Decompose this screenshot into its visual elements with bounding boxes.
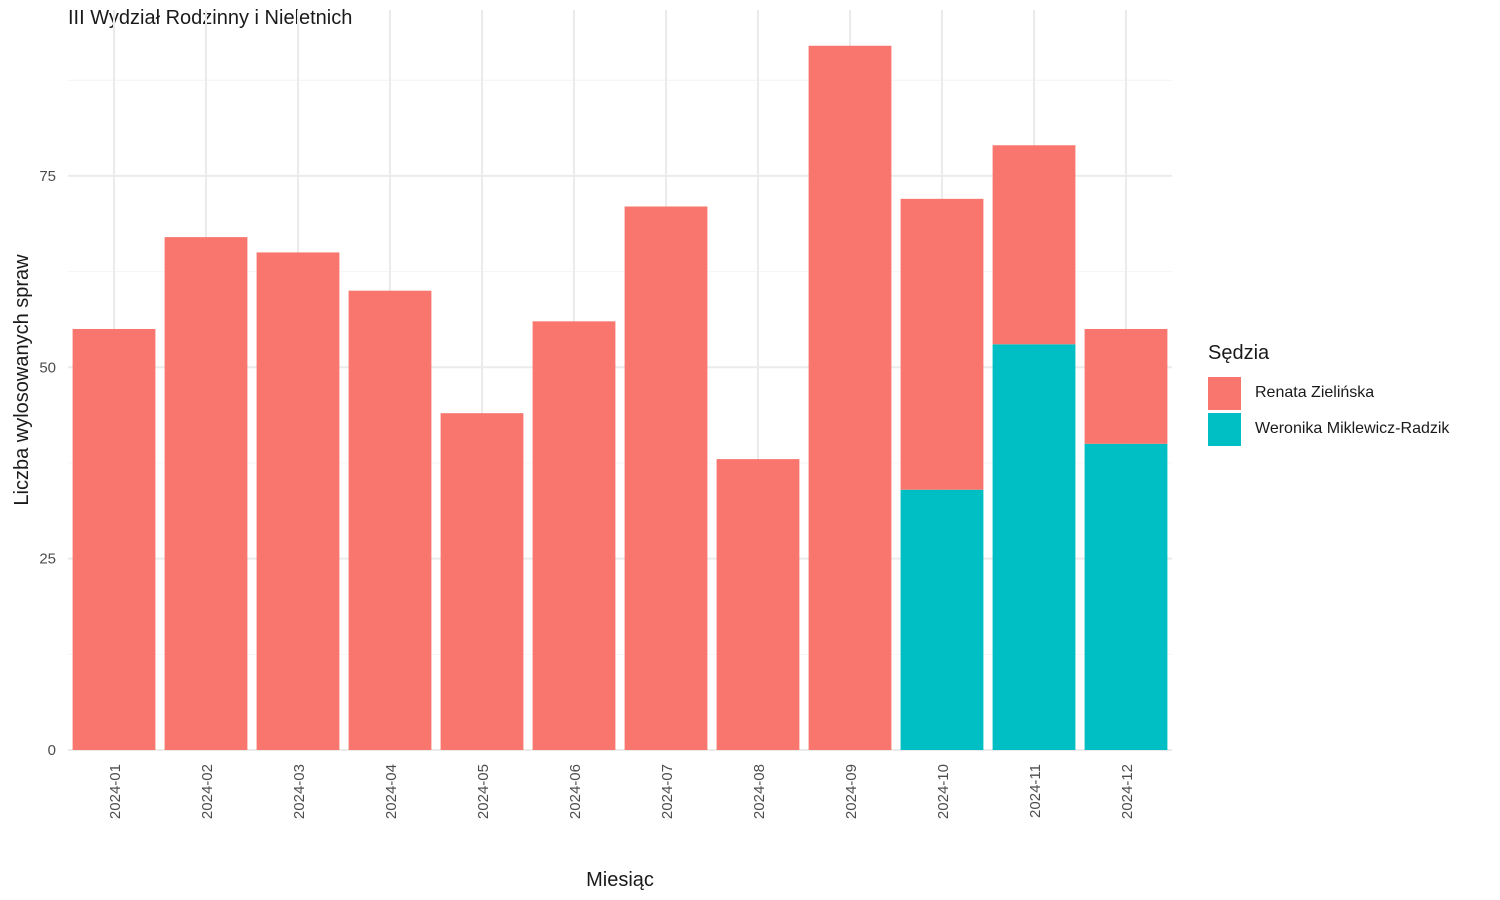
legend-item-renata: Renata Zielińska bbox=[1208, 375, 1449, 411]
bar-2024-10-series-0 bbox=[900, 489, 984, 750]
bar-2024-06-series-1 bbox=[532, 321, 616, 750]
x-tick-label: 2024-01 bbox=[107, 764, 124, 819]
x-tick-label: 2024-09 bbox=[843, 764, 860, 819]
legend-label-weronika: Weronika Miklewicz-Radzik bbox=[1255, 420, 1450, 437]
legend-key-renata bbox=[1208, 376, 1241, 410]
bar-2024-08-series-1 bbox=[716, 459, 800, 750]
bar-2024-05-series-1 bbox=[440, 413, 524, 750]
y-tick-label: 50 bbox=[39, 359, 56, 376]
legend: Sędzia Renata Zielińska Weronika Miklewi… bbox=[1208, 342, 1449, 447]
chart-title: III Wydział Rodzinny i Nieletnich bbox=[68, 7, 353, 29]
legend-item-weronika: Weronika Miklewicz-Radzik bbox=[1208, 411, 1449, 447]
x-tick-label: 2024-12 bbox=[1119, 764, 1136, 819]
bar-2024-09-series-1 bbox=[808, 45, 892, 751]
bar-2024-11-series-1 bbox=[992, 145, 1076, 345]
bar-2024-07-series-1 bbox=[624, 206, 708, 750]
x-axis-title: Miesiąc bbox=[586, 869, 654, 891]
x-tick-label: 2024-10 bbox=[935, 764, 952, 819]
x-tick-label: 2024-04 bbox=[383, 764, 400, 819]
bar-2024-12-series-0 bbox=[1084, 443, 1168, 750]
x-tick-label: 2024-06 bbox=[567, 764, 584, 819]
x-tick-label: 2024-03 bbox=[291, 764, 308, 819]
legend-label-renata: Renata Zielińska bbox=[1255, 384, 1375, 401]
bar-2024-10-series-1 bbox=[900, 198, 984, 490]
bar-2024-04-series-1 bbox=[348, 290, 432, 750]
legend-title: Sędzia bbox=[1208, 342, 1270, 364]
x-tick-label: 2024-07 bbox=[659, 764, 676, 819]
bar-2024-02-series-1 bbox=[164, 237, 248, 751]
bar-2024-03-series-1 bbox=[256, 252, 340, 751]
y-axis-title: Liczba wylosowanych spraw bbox=[11, 254, 33, 506]
legend-key-weronika bbox=[1208, 412, 1241, 446]
bar-2024-01-series-1 bbox=[72, 328, 156, 750]
x-tick-label: 2024-02 bbox=[199, 764, 216, 819]
x-tick-label: 2024-11 bbox=[1027, 764, 1044, 818]
y-tick-label: 0 bbox=[48, 742, 56, 759]
y-tick-label: 75 bbox=[39, 168, 56, 185]
bar-2024-12-series-1 bbox=[1084, 328, 1168, 444]
x-tick-label: 2024-08 bbox=[751, 764, 768, 819]
x-tick-label: 2024-05 bbox=[475, 764, 492, 819]
y-tick-label: 25 bbox=[39, 551, 56, 568]
bar-2024-11-series-0 bbox=[992, 344, 1076, 750]
